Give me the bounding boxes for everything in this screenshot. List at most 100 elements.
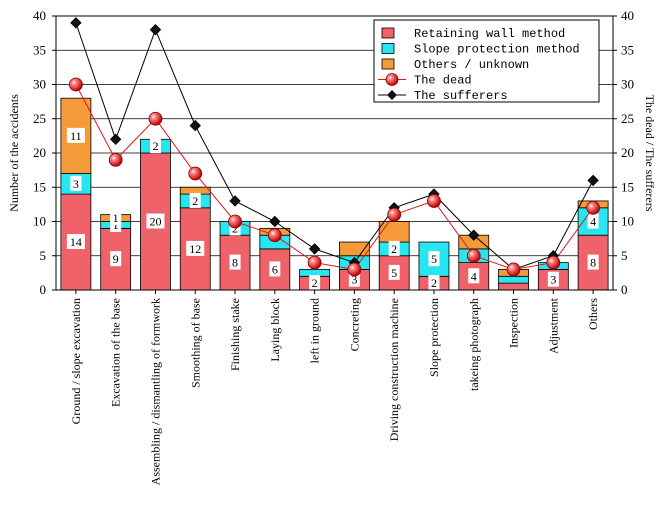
bar-label-box [428,275,440,291]
sufferers-point [109,133,122,146]
y2-tick-label: 15 [621,179,634,194]
bar-value-label: 2 [192,194,198,208]
y-tick-label: 40 [33,8,46,23]
dead-point [427,194,441,208]
bar-others-unknown [378,221,410,243]
dead-point [68,77,83,92]
legend-label: Retaining wall method [414,27,565,41]
y-tick-label: 15 [33,179,46,194]
bar-label-box [70,175,82,191]
bar-value-label: 1 [113,211,119,225]
y-tick-label: 20 [33,145,46,160]
y2-tick-label: 25 [621,111,634,126]
x-category-label: Others [586,298,600,330]
bar-label-box [348,271,360,287]
bar-value-label: 8 [590,256,596,270]
dead-point [148,111,163,126]
y2-tick-label: 35 [621,42,634,57]
legend-marker [387,90,397,100]
dead-point [347,262,362,277]
y2-tick-label: 10 [621,214,634,229]
bar-value-label: 14 [70,235,82,249]
y-tick-label: 10 [33,214,46,229]
bar-value-label: 6 [272,262,278,276]
legend-label: The sufferers [414,89,508,103]
bar-label-box [66,127,85,143]
x-category-label: takeing photograph [467,298,481,391]
sufferers-point [229,195,241,207]
bar-value-label: 4 [590,215,596,229]
dead-point [108,152,123,167]
dead-line [75,84,594,270]
y2-tick-label: 40 [621,8,634,23]
bar-label-box [66,234,85,250]
y-tick-label: 25 [33,111,46,126]
x-category-label: Excavation of the base [109,298,123,407]
bar-label-box [547,271,559,287]
bar-label-box [189,192,201,208]
bar-value-label: 2 [152,139,158,153]
bars [60,97,609,291]
legend-swatch [381,58,395,70]
y-tick-label: 5 [40,248,47,263]
x-category-label: Finishing stake [228,298,242,371]
bar-value-label: 2 [312,276,318,290]
sufferers-point [587,174,599,187]
bar-label-box [269,261,281,277]
bar-value-label: 20 [149,215,161,229]
bar-value-label: 12 [189,242,201,256]
sufferers-point [468,229,480,241]
x-category-label: Ground / slope excavation [69,298,83,424]
x-category-label: left in ground [308,298,322,363]
legend-label: The dead [414,74,472,88]
bar-label-box [110,210,122,226]
x-category-label: Adjustment [546,297,560,354]
sufferers-point [269,215,281,228]
bar-value-label: 5 [431,252,437,266]
dead-point [228,214,242,229]
y-axis-label: Number of the accidents [7,94,21,212]
legend: Retaining wall method Slope protection me… [373,19,600,103]
bar-label-box [110,251,122,267]
x-category-label: Laying block [268,298,282,362]
bar-label-box [587,254,599,270]
x-category-label: Assembling / dismantling of formwork [148,298,162,485]
sufferers-point [308,243,321,255]
dead-point [506,262,521,277]
bar-label-box [229,254,241,270]
sufferers-line [75,22,594,271]
bar-value-label: 5 [391,266,397,280]
sufferers-point [149,23,162,36]
y2-axis-label: The dead / The sufferers [643,95,656,212]
dead-point [267,228,282,243]
dead-point [188,166,203,181]
bar-label-box [388,264,400,280]
bar-label-box [587,213,599,229]
bar-value-label: 9 [113,252,119,266]
bar-label-box [388,240,400,256]
sufferers-point [189,119,201,132]
x-axis-categories: Ground / slope excavation Excavation of t… [69,290,600,485]
sufferers-point [70,17,82,29]
y-tick-label: 0 [40,282,47,297]
legend-swatch [381,27,395,39]
legend-box [373,19,600,103]
x-category-label: Concreting [347,298,361,351]
bar-slope-protection [498,275,529,284]
y-tick-label: 30 [33,77,46,92]
bar-label-box [468,268,480,284]
dead-point [586,200,601,215]
legend-swatch [381,43,395,54]
bar-label-box [309,275,321,291]
bar-value-label: 2 [391,242,397,256]
x-category-label: Smoothing of base [188,298,202,388]
bar-value-label: 8 [232,256,238,270]
bar-retaining-wall [498,282,529,291]
dead-point [466,248,481,263]
bar-value-label: 4 [471,269,477,283]
y2-tick-label: 20 [621,145,634,160]
dead-point [387,207,402,222]
x-category-label: Slope protection [427,298,441,377]
